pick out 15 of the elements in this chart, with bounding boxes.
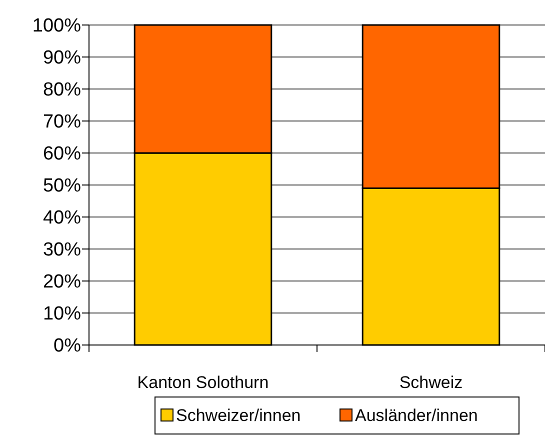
y-tick-label: 100% [32, 16, 82, 37]
y-tick-label: 10% [42, 304, 82, 325]
y-tick-label: 30% [42, 240, 82, 261]
y-tick-label: 90% [42, 48, 82, 69]
y-tick-label: 80% [42, 80, 82, 101]
y-tick-label: 60% [42, 144, 82, 165]
x-tick-label: Kanton Solothurn [137, 373, 269, 392]
x-tick-label: Schweiz [399, 373, 463, 392]
y-tick-label: 0% [54, 336, 82, 357]
y-tick-label: 40% [42, 208, 82, 229]
y-tick-label: 50% [42, 176, 82, 197]
legend-label: Ausländer/innen [355, 406, 478, 425]
y-tick-label: 70% [42, 112, 82, 133]
legend-label: Schweizer/innen [176, 406, 301, 425]
y-tick-label: 20% [42, 272, 82, 293]
